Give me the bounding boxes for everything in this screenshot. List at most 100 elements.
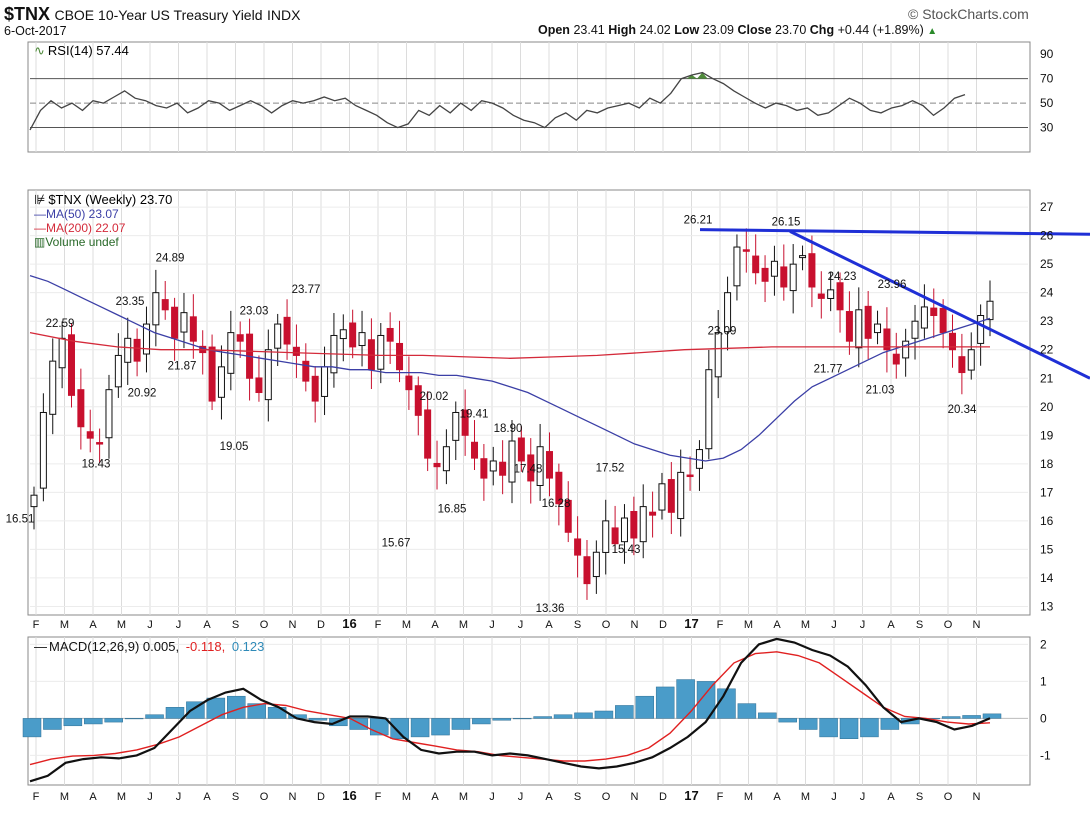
candle-body <box>442 446 450 472</box>
x-tick-label: J <box>489 791 495 803</box>
price-annotation: 26.15 <box>772 216 801 228</box>
macd-histogram-bar <box>431 718 450 736</box>
macd-histogram-bar <box>84 718 103 725</box>
candle-body <box>180 312 188 333</box>
candle-body <box>96 442 104 445</box>
price-annotation: 24.89 <box>156 252 185 264</box>
price-tick-label: 18 <box>1040 457 1054 471</box>
candle-body <box>377 334 385 370</box>
high-value: 24.02 <box>639 23 671 37</box>
macd-histogram-bar <box>512 718 532 720</box>
candle-body <box>414 385 422 416</box>
x-tick-label: F <box>717 619 724 631</box>
candle-body <box>864 305 872 339</box>
candle-body <box>742 249 750 252</box>
price-tick-label: 26 <box>1040 229 1054 243</box>
candle-body <box>77 389 85 428</box>
candle-body <box>283 316 291 345</box>
candle-body <box>789 263 797 292</box>
candle-body <box>761 267 769 282</box>
macd-histogram-bar <box>615 705 634 719</box>
candle-body <box>189 316 197 342</box>
x-tick-label: M <box>744 791 753 803</box>
x-tick-label: S <box>232 791 239 803</box>
macd-tick-label: 2 <box>1040 637 1047 651</box>
x-tick-label: F <box>33 791 40 803</box>
candle-body <box>658 483 666 511</box>
macd-histogram-bar <box>247 703 266 719</box>
macd-histogram-bar <box>22 718 42 738</box>
x-tick-label: N <box>631 791 639 803</box>
macd-histogram-bar <box>717 688 736 719</box>
rsi-tick-label: 90 <box>1040 47 1054 61</box>
low-label: Low <box>674 23 700 37</box>
x-tick-label: O <box>602 619 611 631</box>
chg-arrow-icon: ▲ <box>927 26 938 37</box>
macd-line <box>29 637 991 783</box>
macd-histogram-bar <box>982 713 1002 719</box>
x-tick-label: S <box>232 619 239 631</box>
x-tick-label: J <box>489 619 495 631</box>
candle-body <box>171 306 179 339</box>
x-tick-label: J <box>176 619 182 631</box>
candle-body <box>620 517 628 543</box>
candle-body <box>611 527 619 545</box>
rsi-tick-label: 30 <box>1040 121 1054 135</box>
macd-histogram-bar <box>655 686 675 719</box>
macd-histogram-bar <box>43 718 62 730</box>
price-annotation: 26.21 <box>684 215 713 227</box>
candle-body <box>592 551 600 578</box>
x-tick-label: D <box>317 791 325 803</box>
price-annotation: 15.67 <box>382 537 411 549</box>
price-tick-label: 14 <box>1040 571 1054 585</box>
macd-histogram-bar <box>594 710 614 719</box>
candle-body <box>686 474 694 478</box>
candle-body <box>67 334 75 396</box>
price-annotation: 15.43 <box>612 544 641 556</box>
ma200-line <box>29 331 990 359</box>
rsi-overbought-fill <box>697 72 708 79</box>
candle-body <box>630 510 638 539</box>
candle-body <box>321 366 329 397</box>
price-annotation: 16.85 <box>438 504 467 516</box>
candle-body <box>920 306 928 329</box>
x-tick-label: S <box>916 791 923 803</box>
x-tick-label: A <box>89 791 97 803</box>
candle-body <box>583 556 591 585</box>
candle-body <box>808 253 816 288</box>
price-legend: ⊯ $TNX (Weekly) 23.70 <box>34 192 172 207</box>
x-tick-label: 16 <box>342 788 356 803</box>
price-tick-label: 27 <box>1040 200 1054 214</box>
price-annotation: 23.09 <box>708 326 737 338</box>
x-tick-label: N <box>289 791 297 803</box>
rsi-panel <box>27 41 1031 153</box>
x-tick-label: A <box>887 791 895 803</box>
candle-body <box>424 409 432 459</box>
price-annotation: 17.52 <box>596 463 625 475</box>
candle-body <box>471 441 479 459</box>
x-tick-label: N <box>289 619 297 631</box>
candle-body <box>799 255 807 259</box>
x-tick-label: 16 <box>342 616 356 631</box>
price-annotation: 20.34 <box>948 404 977 416</box>
price-annotation: 16.28 <box>542 498 571 510</box>
macd-histogram-bar <box>839 718 859 740</box>
x-tick-label: N <box>973 791 981 803</box>
candle-body <box>714 332 722 378</box>
price-annotation: 21.77 <box>814 363 843 375</box>
candle-body <box>339 329 347 340</box>
candle-body <box>555 471 563 505</box>
price-annotation: 21.87 <box>168 360 197 372</box>
candle-body <box>930 307 938 317</box>
source-credit: © StockCharts.com <box>908 6 1029 22</box>
x-tick-label: J <box>176 791 182 803</box>
x-tick-label: A <box>545 619 553 631</box>
open-label: Open <box>538 23 570 37</box>
macd-histogram-bar <box>124 718 144 720</box>
price-annotation: 19.41 <box>460 409 489 421</box>
ohlc-readout: Open 23.41 High 24.02 Low 23.09 Close 23… <box>538 23 937 37</box>
candle-body <box>499 461 507 476</box>
candle-body <box>855 309 863 349</box>
candle-body <box>695 449 703 469</box>
x-tick-label: D <box>659 791 667 803</box>
